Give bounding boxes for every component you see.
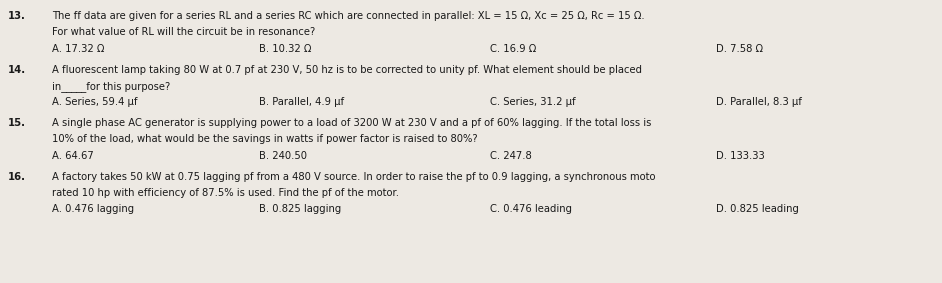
Text: C. Series, 31.2 μf: C. Series, 31.2 μf xyxy=(490,97,576,107)
Text: D. 7.58 Ω: D. 7.58 Ω xyxy=(716,44,763,53)
Text: D. 133.33: D. 133.33 xyxy=(716,151,765,160)
Text: in_____for this purpose?: in_____for this purpose? xyxy=(52,81,171,92)
Text: D. 0.825 leading: D. 0.825 leading xyxy=(716,204,799,214)
Text: C. 247.8: C. 247.8 xyxy=(490,151,531,160)
Text: The ff data are given for a series RL and a series RC which are connected in par: The ff data are given for a series RL an… xyxy=(52,11,644,21)
Text: A factory takes 50 kW at 0.75 lagging pf from a 480 V source. In order to raise : A factory takes 50 kW at 0.75 lagging pf… xyxy=(52,172,656,182)
Text: A. 0.476 lagging: A. 0.476 lagging xyxy=(52,204,134,214)
Text: B. Parallel, 4.9 μf: B. Parallel, 4.9 μf xyxy=(259,97,344,107)
Text: B. 10.32 Ω: B. 10.32 Ω xyxy=(259,44,312,53)
Text: C. 16.9 Ω: C. 16.9 Ω xyxy=(490,44,536,53)
Text: 10% of the load, what would be the savings in watts if power factor is raised to: 10% of the load, what would be the savin… xyxy=(52,134,478,144)
Text: 14.: 14. xyxy=(8,65,25,75)
Text: C. 0.476 leading: C. 0.476 leading xyxy=(490,204,572,214)
Text: 16.: 16. xyxy=(8,172,25,182)
Text: D. Parallel, 8.3 μf: D. Parallel, 8.3 μf xyxy=(716,97,802,107)
Text: For what value of RL will the circuit be in resonance?: For what value of RL will the circuit be… xyxy=(52,27,315,37)
Text: 13.: 13. xyxy=(8,11,25,21)
Text: A single phase AC generator is supplying power to a load of 3200 W at 230 V and : A single phase AC generator is supplying… xyxy=(52,118,651,128)
Text: A. Series, 59.4 μf: A. Series, 59.4 μf xyxy=(52,97,138,107)
Text: 15.: 15. xyxy=(8,118,25,128)
Text: A. 17.32 Ω: A. 17.32 Ω xyxy=(52,44,105,53)
Text: A fluorescent lamp taking 80 W at 0.7 pf at 230 V, 50 hz is to be corrected to u: A fluorescent lamp taking 80 W at 0.7 pf… xyxy=(52,65,642,75)
Text: B. 240.50: B. 240.50 xyxy=(259,151,307,160)
Text: B. 0.825 lagging: B. 0.825 lagging xyxy=(259,204,341,214)
Text: rated 10 hp with efficiency of 87.5% is used. Find the pf of the motor.: rated 10 hp with efficiency of 87.5% is … xyxy=(52,188,398,198)
Text: A. 64.67: A. 64.67 xyxy=(52,151,93,160)
